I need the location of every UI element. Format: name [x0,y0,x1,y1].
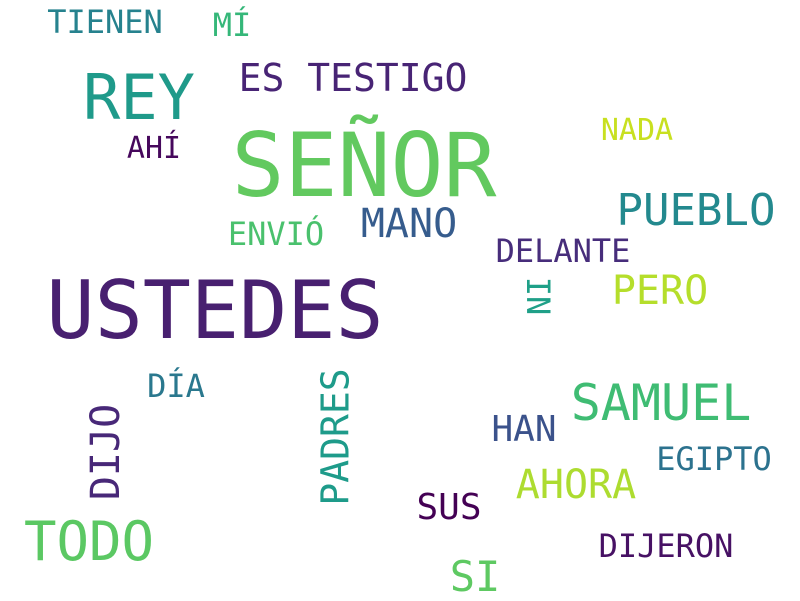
word-senor: SEÑOR [231,114,497,217]
word-pueblo: PUEBLO [616,185,776,236]
word-ni: NI [520,276,558,316]
word-pero: PERO [611,268,709,314]
word-si: SI [449,552,501,601]
word-rey: REY [83,61,195,134]
word-dia: DÍA [147,367,205,405]
word-padres: PADRES [314,368,358,506]
word-dijo: DIJO [82,403,129,501]
word-samuel: SAMUEL [570,374,752,432]
word-han: HAN [491,409,557,450]
word-sus: SUS [416,487,482,528]
word-ahora: AHORA [515,462,637,508]
word-delante: DELANTE [495,232,631,270]
word-tienen: TIENEN [47,3,163,41]
word-envio: ENVIÓ [227,215,325,253]
word-es-testigo: ES TESTIGO [238,56,468,100]
word-dijeron: DIJERON [598,527,734,565]
word-todo: TODO [23,510,155,573]
word-mano: MANO [360,201,458,247]
word-nada: NADA [600,113,674,148]
word-ahi: AHÍ [126,131,182,166]
word-ustedes: USTEDES [46,264,384,357]
word-mi: MÍ [212,6,252,44]
word-egipto: EGIPTO [656,440,772,478]
